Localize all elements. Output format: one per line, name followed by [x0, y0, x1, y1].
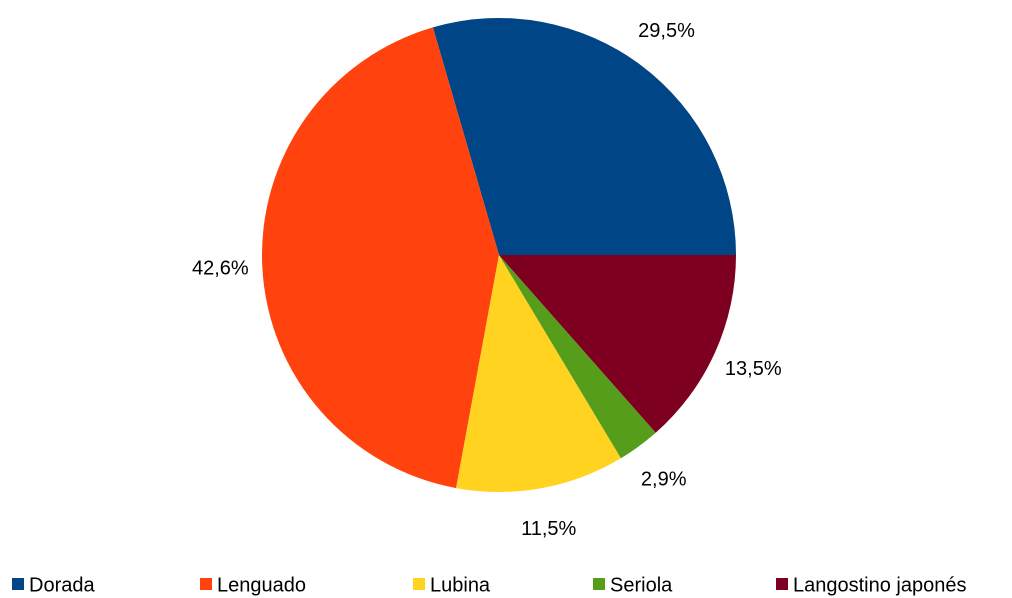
legend-label: Lenguado — [217, 574, 306, 596]
legend-swatch — [12, 578, 24, 590]
legend-swatch — [200, 578, 212, 590]
legend-label: Langostino japonés — [793, 574, 966, 596]
data-label: 13,5% — [725, 358, 782, 380]
pie-slice — [262, 27, 499, 489]
legend-swatch — [413, 578, 425, 590]
legend-label: Dorada — [29, 574, 95, 596]
pie-slice — [499, 255, 656, 459]
legend-swatch — [593, 578, 605, 590]
legend-swatch — [776, 578, 788, 590]
pie-slice — [432, 18, 736, 255]
legend-label: Lubina — [430, 574, 491, 596]
pie-slice — [499, 255, 736, 433]
data-label: 2,9% — [641, 468, 687, 490]
legend-label: Seriola — [610, 574, 673, 596]
data-label: 42,6% — [192, 257, 249, 279]
data-label: 29,5% — [638, 20, 695, 42]
data-label: 11,5% — [521, 518, 576, 540]
pie-slice — [456, 255, 621, 492]
